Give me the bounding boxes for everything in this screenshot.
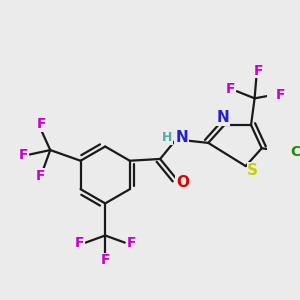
Text: F: F	[254, 64, 263, 78]
Text: F: F	[276, 88, 285, 102]
Text: N: N	[216, 110, 229, 125]
Text: F: F	[126, 236, 136, 250]
Text: F: F	[100, 254, 110, 267]
Text: F: F	[37, 117, 46, 131]
Text: F: F	[19, 148, 28, 161]
Text: N: N	[175, 130, 188, 145]
Text: Cl: Cl	[290, 145, 300, 159]
Text: F: F	[226, 82, 235, 96]
Text: S: S	[247, 163, 258, 178]
Text: O: O	[176, 175, 189, 190]
Text: F: F	[75, 236, 84, 250]
Text: H: H	[162, 131, 172, 144]
Text: F: F	[36, 169, 45, 183]
